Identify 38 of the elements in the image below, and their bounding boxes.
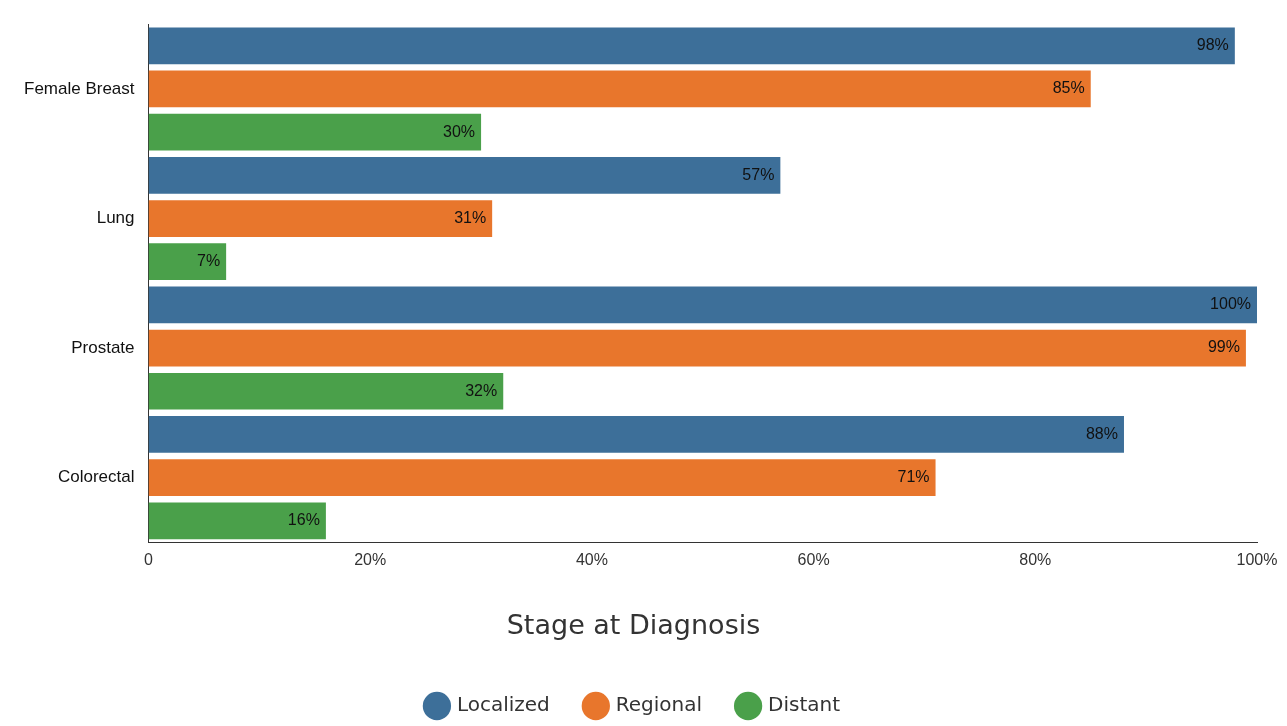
data-label: 85% bbox=[1052, 79, 1085, 97]
bar bbox=[148, 329, 1246, 367]
data-label: 30% bbox=[443, 122, 476, 140]
x-tick-label: 80% bbox=[1019, 551, 1052, 569]
data-label: 57% bbox=[742, 165, 775, 183]
bar bbox=[148, 156, 781, 194]
bar bbox=[148, 70, 1091, 108]
y-tick-label: Female Breast bbox=[23, 78, 135, 98]
x-tick-label: 40% bbox=[575, 551, 608, 569]
x-tick-label: 60% bbox=[797, 551, 830, 569]
bar bbox=[148, 372, 504, 410]
data-label: 88% bbox=[1085, 424, 1118, 442]
x-tick-label: 100% bbox=[1236, 551, 1278, 569]
data-label: 16% bbox=[287, 511, 320, 529]
bar bbox=[148, 113, 482, 151]
data-label: 71% bbox=[897, 468, 930, 486]
x-tick-label: 0 bbox=[144, 551, 154, 569]
data-label: 32% bbox=[465, 381, 498, 399]
y-tick-label: Lung bbox=[96, 208, 135, 228]
data-label: 31% bbox=[454, 208, 487, 226]
data-label: 98% bbox=[1196, 36, 1229, 54]
x-tick-label: 20% bbox=[354, 551, 387, 569]
bar bbox=[148, 416, 1124, 453]
data-label: 99% bbox=[1207, 338, 1240, 356]
data-label: 7% bbox=[197, 252, 221, 270]
bar bbox=[148, 27, 1235, 65]
legend-label: Regional bbox=[615, 692, 703, 717]
legend-title: Stage at Diagnosis bbox=[506, 609, 761, 641]
data-label: 100% bbox=[1210, 295, 1251, 313]
bar bbox=[148, 286, 1257, 324]
legend-label: Localized bbox=[456, 692, 550, 717]
bar bbox=[148, 200, 493, 237]
bar bbox=[148, 243, 227, 281]
legend-label: Distant bbox=[768, 692, 841, 717]
y-tick-label: Prostate bbox=[71, 337, 135, 357]
y-tick-label: Colorectal bbox=[57, 467, 135, 487]
bar bbox=[148, 459, 936, 496]
bar bbox=[148, 502, 326, 540]
